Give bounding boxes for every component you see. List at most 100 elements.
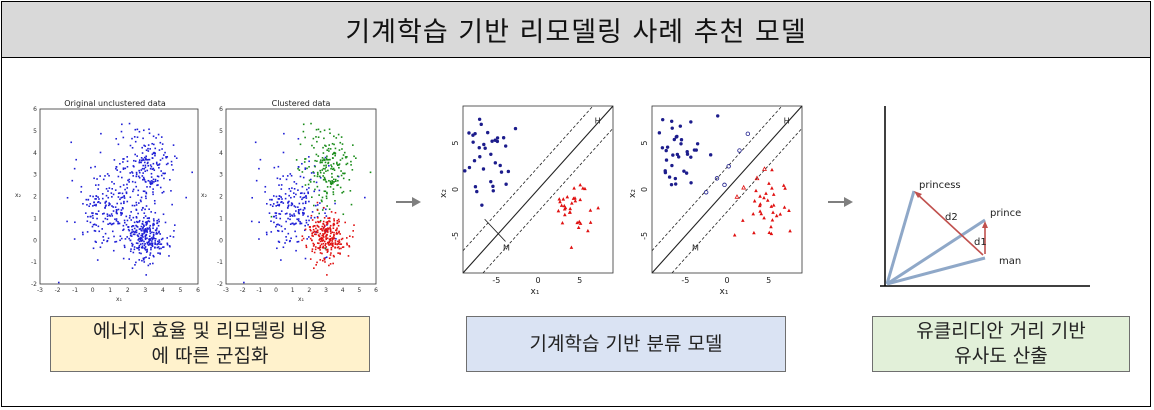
data-point	[334, 178, 337, 181]
data-point	[150, 176, 153, 178]
data-point	[110, 223, 113, 226]
data-point	[289, 190, 292, 192]
class-b-point	[774, 213, 779, 218]
data-point	[265, 231, 268, 234]
data-point	[70, 141, 73, 144]
data-point	[134, 153, 136, 156]
data-point	[329, 254, 332, 256]
data-point	[132, 188, 135, 191]
data-point	[325, 170, 327, 173]
data-point	[329, 239, 332, 241]
data-point	[304, 257, 307, 260]
data-point	[322, 242, 325, 245]
data-point	[140, 157, 143, 159]
data-point	[325, 166, 327, 169]
data-point	[316, 242, 319, 244]
data-point	[138, 244, 141, 247]
data-point	[87, 199, 90, 201]
data-point	[322, 245, 325, 248]
data-point	[132, 233, 135, 236]
data-point	[115, 219, 118, 222]
data-point	[328, 208, 331, 211]
data-point	[154, 240, 157, 242]
data-point	[323, 137, 325, 140]
data-point	[139, 228, 142, 230]
data-point	[140, 240, 142, 242]
data-point	[337, 246, 340, 248]
data-point	[155, 233, 158, 235]
data-point	[286, 212, 288, 215]
data-point	[322, 233, 325, 236]
class-b-point	[586, 228, 590, 233]
data-point	[162, 172, 164, 175]
data-point	[150, 211, 152, 213]
data-point	[120, 214, 122, 216]
data-point	[89, 195, 92, 197]
data-point	[324, 178, 326, 180]
data-point	[326, 233, 328, 236]
class-b-point	[770, 186, 774, 190]
data-point	[138, 176, 141, 179]
data-point	[324, 156, 327, 159]
class-b-point	[732, 233, 737, 237]
data-point	[287, 205, 290, 207]
data-point	[301, 185, 304, 188]
data-point	[332, 236, 335, 238]
class-a-point	[471, 133, 475, 137]
data-point	[94, 230, 97, 232]
y-tick-label: 2	[219, 194, 223, 201]
data-point	[302, 130, 305, 133]
data-point	[172, 144, 175, 146]
data-point	[135, 185, 138, 188]
data-point	[131, 171, 133, 173]
misclassified-b-point	[762, 166, 767, 171]
data-point	[142, 224, 145, 227]
data-point	[134, 230, 137, 233]
data-point	[337, 240, 339, 243]
data-point	[344, 221, 346, 224]
data-point	[137, 189, 140, 192]
data-point	[276, 247, 278, 250]
data-point	[144, 249, 147, 251]
data-point	[119, 235, 122, 237]
data-point	[142, 220, 144, 223]
data-point	[161, 143, 164, 145]
class-a-point	[501, 136, 506, 140]
data-point	[340, 136, 343, 138]
data-point	[318, 235, 321, 238]
data-point	[304, 158, 306, 160]
data-point	[111, 215, 114, 217]
data-point	[326, 221, 329, 223]
data-point	[112, 206, 115, 208]
data-point	[142, 236, 144, 238]
data-point	[164, 151, 166, 154]
data-point	[165, 156, 167, 158]
data-point	[104, 201, 107, 203]
data-point	[329, 224, 332, 227]
data-point	[325, 238, 328, 241]
data-point	[149, 239, 151, 241]
data-point	[312, 231, 315, 234]
data-point	[147, 158, 150, 161]
data-point	[93, 177, 95, 180]
data-point	[326, 149, 328, 152]
data-point	[152, 231, 155, 234]
data-point	[137, 194, 139, 196]
y-tick-label: 4	[33, 150, 37, 157]
data-point	[138, 259, 141, 261]
data-point	[158, 230, 160, 233]
data-point	[324, 190, 327, 193]
data-point	[97, 184, 100, 186]
data-point	[129, 172, 131, 174]
data-point	[135, 261, 137, 264]
data-point	[302, 209, 305, 211]
data-point	[146, 243, 149, 245]
data-point	[333, 237, 336, 240]
class-b-point	[767, 181, 771, 185]
data-point	[350, 203, 353, 206]
data-point	[152, 162, 155, 165]
class-b-point	[751, 211, 756, 216]
data-point	[309, 237, 312, 240]
distance-d2-arrowhead	[914, 191, 922, 198]
